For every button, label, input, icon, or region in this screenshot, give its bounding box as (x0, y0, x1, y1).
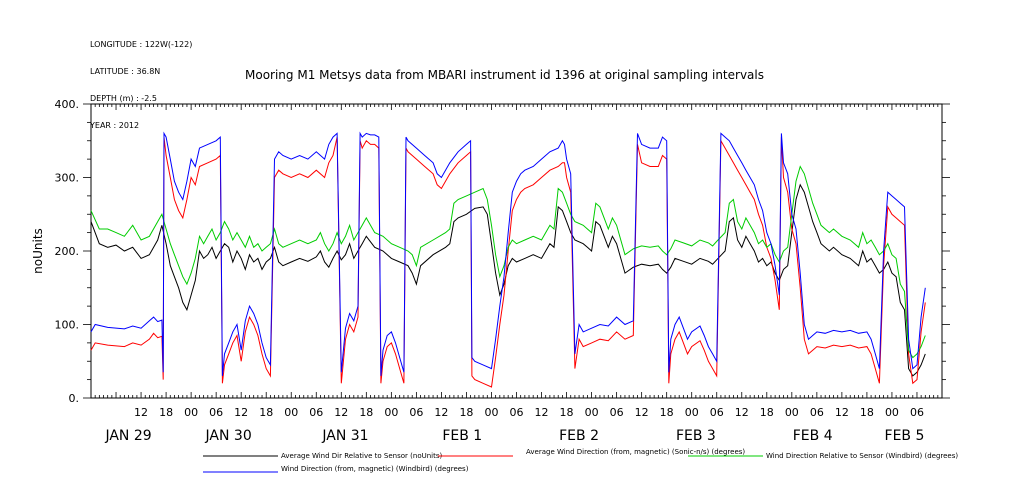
chart-title: Mooring M1 Metsys data from MBARI instru… (245, 68, 764, 82)
x-tick-label: 12 (234, 406, 248, 419)
x-tick-label: 06 (610, 406, 624, 419)
x-tick-label: 00 (585, 406, 599, 419)
x-tick-label: 00 (785, 406, 799, 419)
y-axis-label: noUnits (31, 228, 45, 274)
x-tick-label: 06 (510, 406, 524, 419)
x-day-label: FEB 2 (559, 428, 599, 444)
y-tick-label: 300. (55, 172, 80, 185)
x-tick-label: 18 (459, 406, 473, 419)
x-tick-label: 06 (810, 406, 824, 419)
legend-label-1: Average Wind Dir Relative to Sensor (noU… (281, 452, 442, 460)
x-day-label: FEB 3 (676, 428, 716, 444)
y-tick-label: 400. (55, 98, 80, 111)
series-line-4 (90, 131, 926, 376)
x-tick-label: 18 (760, 406, 774, 419)
x-tick-label: 18 (660, 406, 674, 419)
x-tick-label: 12 (835, 406, 849, 419)
x-tick-label: 06 (409, 406, 423, 419)
x-tick-label: 18 (359, 406, 373, 419)
legend-label-4: Wind Direction (from, magnetic) (Windbir… (281, 465, 469, 473)
x-tick-label: 00 (384, 406, 398, 419)
x-tick-label: 06 (209, 406, 223, 419)
x-tick-label: 00 (184, 406, 198, 419)
x-tick-label: 06 (309, 406, 323, 419)
legend-label-2: Average Wind Direction (from, magnetic) … (526, 448, 745, 456)
x-tick-label: 12 (134, 406, 148, 419)
legend-label-3: Wind Direction Relative to Sensor (Windb… (766, 452, 958, 460)
x-day-label: JAN 30 (205, 428, 252, 444)
x-tick-label: 18 (560, 406, 574, 419)
plot-frame (90, 103, 943, 399)
x-tick-label: 18 (259, 406, 273, 419)
longitude-text: LONGITUDE : 122W(-122) (90, 40, 193, 49)
x-tick-label: 00 (885, 406, 899, 419)
x-tick-label: 00 (284, 406, 298, 419)
x-day-label: FEB 5 (885, 428, 925, 444)
latitude-text: LATITUDE : 36.8N (90, 67, 161, 76)
series-line-3 (90, 165, 926, 359)
series-line-1 (90, 183, 926, 377)
x-tick-label: 00 (685, 406, 699, 419)
axes: 12 18 00 06 12 18 00 06 12 18 00 06 12 18 00 06 12 18 00 06… (31, 98, 950, 444)
x-tick-label: 06 (910, 406, 924, 419)
x-tick-label: 06 (710, 406, 724, 419)
series-group (90, 131, 926, 388)
depth-text: DEPTH (m) : -2.5 (90, 94, 157, 103)
x-tick-label: 12 (635, 406, 649, 419)
legend: Average Wind Dir Relative to Sensor (noU… (203, 448, 958, 473)
x-tick-label: 12 (434, 406, 448, 419)
x-tick-label: 12 (735, 406, 749, 419)
x-tick-label: 00 (484, 406, 498, 419)
x-tick-label: 12 (334, 406, 348, 419)
series-line-2 (90, 136, 926, 388)
x-day-label: JAN 31 (321, 428, 368, 444)
station-info: LONGITUDE : 122W(-122) LATITUDE : 36.8N … (90, 22, 192, 139)
y-tick-label: 0. (69, 392, 80, 405)
x-tick-label: 18 (159, 406, 173, 419)
x-day-label: FEB 4 (793, 428, 833, 444)
x-day-label: JAN 29 (104, 428, 151, 444)
y-tick-label: 200. (55, 245, 80, 258)
plot-area (90, 103, 943, 399)
x-tick-label: 18 (860, 406, 874, 419)
x-tick-label: 12 (535, 406, 549, 419)
year-text: YEAR : 2012 (90, 121, 140, 130)
x-day-label: FEB 1 (442, 428, 482, 444)
y-tick-label: 100. (55, 319, 80, 332)
